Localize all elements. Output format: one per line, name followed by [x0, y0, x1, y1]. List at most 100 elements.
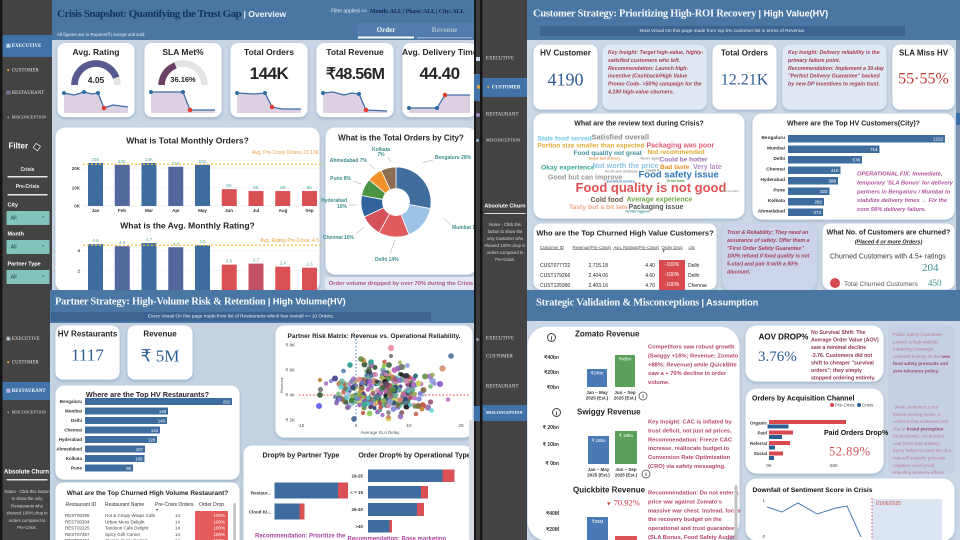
svg-text:01/06/2025: 01/06/2025	[876, 501, 901, 507]
svg-text:Social: Social	[754, 451, 767, 456]
svg-text:1: 1	[762, 498, 765, 503]
svg-text:2025 (Est.): 2025 (Est.)	[614, 396, 637, 401]
svg-text:Feb: Feb	[118, 208, 126, 213]
svg-text:2025 (Est.): 2025 (Est.)	[587, 473, 610, 478]
svg-text:₹ 10bn: ₹ 10bn	[543, 442, 559, 448]
svg-text:Kolkata: Kolkata	[372, 147, 390, 153]
svg-text:Ahmedabad 7%: Ahmedabad 7%	[330, 158, 368, 164]
svg-text:0K: 0K	[766, 463, 772, 468]
svg-text:Ahmedabad: Ahmedabad	[56, 447, 82, 452]
svg-text:714: 714	[870, 147, 878, 152]
svg-text:Chennai: Chennai	[64, 428, 82, 433]
svg-text:Jan: Jan	[92, 208, 100, 213]
svg-text:1222: 1222	[933, 137, 944, 142]
svg-text:8K: 8K	[280, 185, 286, 190]
svg-text:0: 0	[762, 534, 765, 539]
svg-text:Ahmedabad: Ahmedabad	[758, 209, 785, 215]
svg-text:Mumbai: Mumbai	[767, 146, 785, 152]
svg-text:323: 323	[820, 189, 828, 194]
svg-text:Hyderabad: Hyderabad	[321, 198, 347, 204]
svg-text:₹20bn: ₹20bn	[544, 370, 559, 376]
svg-text:10K: 10K	[72, 186, 81, 191]
svg-text:2.7: 2.7	[253, 258, 260, 263]
svg-text:Avg. Rating Pre-Crisis: 4.5: Avg. Rating Pre-Crisis: 4.5	[260, 238, 319, 244]
svg-text:Pune: Pune	[71, 466, 82, 471]
svg-text:Bengaluru 28%: Bengaluru 28%	[435, 155, 472, 161]
svg-text:Organic: Organic	[750, 421, 768, 426]
svg-text:20: 20	[458, 423, 464, 428]
svg-text:262: 262	[223, 400, 231, 405]
svg-text:₹0bn: ₹0bn	[547, 385, 559, 391]
svg-text:Avg. Pre-Crisis Orders 22.13K: Avg. Pre-Crisis Orders 22.13K	[252, 150, 320, 156]
svg-text:Kolkata: Kolkata	[768, 198, 786, 204]
svg-text:< = 15: < = 15	[350, 490, 363, 495]
svg-text:2: 2	[77, 269, 80, 274]
svg-text:Restaur...: Restaur...	[251, 491, 271, 496]
svg-text:2.4: 2.4	[280, 261, 287, 266]
svg-text:May: May	[198, 208, 207, 213]
svg-text:2025 (Est.): 2025 (Est.)	[586, 396, 609, 401]
svg-text:Jul: Jul	[253, 208, 260, 213]
svg-text:Jun: Jun	[225, 208, 233, 213]
svg-text:4: 4	[77, 248, 80, 253]
svg-text:₹ 6K: ₹ 6K	[285, 368, 295, 373]
svg-text:i: i	[642, 394, 644, 400]
svg-text:Jan – May: Jan – May	[586, 390, 608, 395]
svg-text:₹20M: ₹20M	[546, 527, 559, 533]
svg-text:8K: 8K	[307, 185, 313, 190]
svg-text:16-25: 16-25	[351, 474, 363, 479]
svg-text:7%: 7%	[377, 152, 385, 158]
svg-text:Cloud Ki...: Cloud Ki...	[249, 510, 271, 515]
svg-text:Delhi: Delhi	[773, 156, 785, 162]
svg-text:2.6: 2.6	[226, 259, 233, 264]
svg-text:20K: 20K	[72, 166, 81, 171]
svg-text:Sep: Sep	[305, 208, 314, 213]
svg-text:Chennai 10%: Chennai 10%	[323, 235, 355, 241]
svg-text:Referral: Referral	[750, 441, 767, 446]
svg-text:578: 578	[852, 158, 860, 163]
svg-text:₹ 18bn: ₹ 18bn	[619, 433, 634, 438]
svg-text:22K: 22K	[118, 159, 126, 164]
svg-text:273: 273	[813, 210, 821, 215]
svg-text:i: i	[645, 472, 647, 478]
svg-text:Hyderabad: Hyderabad	[760, 177, 785, 183]
svg-text:Bengaluru: Bengaluru	[762, 135, 786, 141]
svg-text:128: 128	[148, 438, 156, 443]
svg-text:₹40bn: ₹40bn	[544, 355, 559, 361]
svg-text:₹ 4K: ₹ 4K	[285, 393, 295, 398]
svg-text:10: 10	[406, 423, 412, 428]
svg-text:0: 0	[355, 423, 358, 428]
svg-text:134: 134	[151, 428, 159, 433]
svg-text:86: 86	[126, 466, 131, 471]
svg-text:₹ 20bn: ₹ 20bn	[543, 425, 559, 431]
svg-text:106: 106	[135, 457, 143, 462]
svg-text:Jan – May: Jan – May	[588, 467, 610, 472]
svg-text:2.3: 2.3	[306, 262, 313, 267]
svg-text:₹43bn: ₹43bn	[619, 357, 632, 362]
svg-text:146: 146	[158, 419, 166, 424]
svg-text:23K: 23K	[145, 157, 153, 162]
svg-text:0K: 0K	[74, 204, 81, 209]
svg-text:21K: 21K	[172, 161, 180, 166]
svg-text:282: 282	[814, 200, 822, 205]
svg-text:Apr: Apr	[172, 208, 180, 213]
svg-text:4.7: 4.7	[146, 237, 153, 242]
svg-text:Average SLA Delay: Average SLA Delay	[361, 430, 401, 435]
svg-text:₹ 0bn: ₹ 0bn	[546, 461, 559, 467]
svg-text:410: 410	[831, 168, 839, 173]
svg-text:Mumbai 16%: Mumbai 16%	[452, 225, 480, 231]
svg-text:Crisis: Crisis	[862, 403, 874, 408]
svg-text:₹24bn: ₹24bn	[591, 371, 604, 376]
svg-text:10%: 10%	[337, 204, 348, 210]
svg-text:Chennai: Chennai	[766, 167, 785, 173]
svg-text:Mar: Mar	[145, 208, 153, 213]
svg-text:26-40: 26-40	[351, 507, 363, 512]
svg-text:₹40M: ₹40M	[546, 511, 559, 517]
svg-text:Kolkata: Kolkata	[66, 456, 83, 461]
svg-text:Jun – Sep: Jun – Sep	[615, 467, 637, 472]
svg-text:23K: 23K	[91, 157, 99, 162]
svg-text:Aug: Aug	[279, 208, 288, 213]
svg-text:₹ 2K: ₹ 2K	[285, 418, 295, 423]
svg-text:₹ 16bn: ₹ 16bn	[591, 438, 606, 443]
svg-text:8K: 8K	[253, 185, 259, 190]
